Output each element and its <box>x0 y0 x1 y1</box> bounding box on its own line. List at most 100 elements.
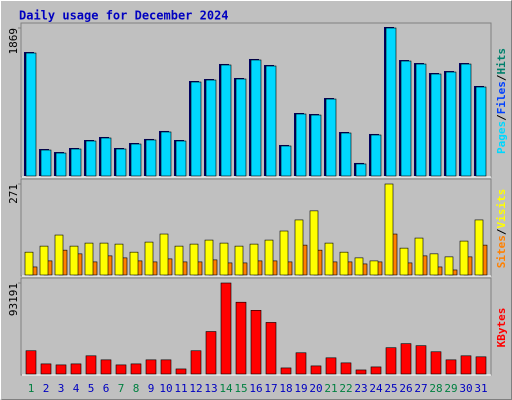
bar <box>354 257 364 276</box>
x-tick-label: 16 <box>249 382 262 395</box>
bar <box>175 368 187 375</box>
bar <box>219 242 229 276</box>
bar <box>295 113 307 177</box>
x-tick-label: 1 <box>28 382 35 395</box>
bar <box>39 245 49 276</box>
bar <box>115 148 127 177</box>
bar <box>100 137 112 177</box>
legend-entry: Hits <box>495 48 508 75</box>
bar <box>115 364 127 375</box>
x-tick-label: 24 <box>369 382 383 395</box>
bar <box>385 347 397 375</box>
bar <box>40 363 52 375</box>
bar <box>70 363 82 375</box>
bar <box>445 359 457 375</box>
bar <box>339 251 349 276</box>
bar <box>249 243 259 276</box>
bar <box>204 239 214 276</box>
x-tick-label: 2 <box>43 382 50 395</box>
bar <box>55 152 67 177</box>
bar <box>310 365 322 375</box>
bar <box>145 359 157 375</box>
bar <box>460 355 472 375</box>
bar <box>235 301 247 375</box>
x-tick-label: 17 <box>264 382 277 395</box>
bar <box>69 245 79 276</box>
x-tick-label: 12 <box>189 382 202 395</box>
bar <box>24 251 34 276</box>
bar <box>400 343 412 375</box>
x-tick-label: 3 <box>58 382 65 395</box>
bar <box>234 245 244 276</box>
legend-separator: / <box>495 114 508 121</box>
bar <box>309 210 319 276</box>
bar <box>130 363 142 375</box>
bar <box>205 79 217 177</box>
bar <box>460 63 472 177</box>
bar <box>444 256 454 276</box>
bar <box>145 139 157 177</box>
x-tick-label: 20 <box>309 382 322 395</box>
bar <box>430 73 442 177</box>
x-tick-label: 27 <box>414 382 427 395</box>
bar <box>220 282 232 375</box>
bar <box>250 59 262 177</box>
x-tick-label: 28 <box>429 382 442 395</box>
bar <box>355 369 367 375</box>
y-tick-label: 1869 <box>7 28 20 55</box>
legend-separator: / <box>495 74 508 81</box>
bar <box>130 143 142 177</box>
bar <box>340 362 352 375</box>
bar <box>384 183 394 276</box>
x-tick-label: 14 <box>219 382 233 395</box>
x-tick-label: 30 <box>459 382 472 395</box>
bar <box>190 81 202 177</box>
bar <box>474 219 484 276</box>
bar <box>324 242 334 276</box>
bar <box>220 64 232 177</box>
bar <box>205 331 217 375</box>
bar <box>475 356 487 375</box>
x-tick-label: 8 <box>133 382 140 395</box>
x-tick-label: 19 <box>294 382 307 395</box>
bar <box>369 260 379 276</box>
bar <box>40 149 52 177</box>
bar <box>54 234 64 276</box>
legend: KBytes <box>495 308 508 348</box>
legend-entry: Files <box>495 81 508 114</box>
bar <box>370 134 382 177</box>
x-tick-label: 7 <box>118 382 125 395</box>
x-tick-label: 9 <box>148 382 155 395</box>
bar <box>85 355 97 375</box>
bar <box>280 145 292 177</box>
bar <box>25 52 37 177</box>
bar <box>325 357 337 375</box>
x-tick-label: 22 <box>339 382 352 395</box>
x-tick-label: 4 <box>73 382 80 395</box>
bar <box>445 71 457 177</box>
bar <box>114 243 124 276</box>
bar <box>279 230 289 276</box>
bar <box>370 366 382 375</box>
bar <box>25 350 37 375</box>
legend-entry: Sites <box>495 235 508 268</box>
x-tick-label: 15 <box>234 382 247 395</box>
bar <box>55 364 67 375</box>
bar <box>160 359 172 375</box>
bar <box>84 242 94 276</box>
x-tick-label: 21 <box>324 382 337 395</box>
bar <box>175 140 187 177</box>
bar <box>264 239 274 276</box>
bar <box>310 114 322 177</box>
bar <box>100 359 112 375</box>
bar <box>429 253 439 276</box>
bar <box>235 78 247 177</box>
legend-separator: / <box>495 228 508 235</box>
chart-title: Daily usage for December 2024 <box>19 9 229 23</box>
bar <box>430 351 442 375</box>
bar <box>189 243 199 276</box>
legend-entry: KBytes <box>495 308 508 348</box>
bar <box>129 251 139 276</box>
